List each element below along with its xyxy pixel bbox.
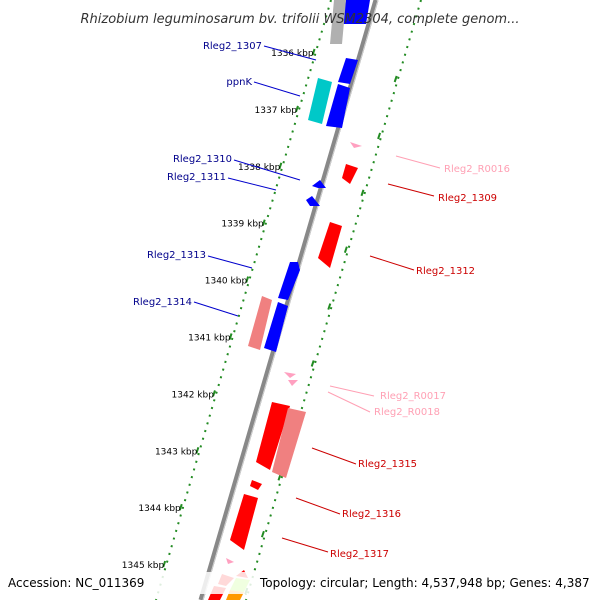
right-track-tick-mark [327,303,332,310]
gene-label-rleg2-1316[interactable]: Rleg2_1316 [342,509,401,520]
kbp-tick-mark [278,162,283,170]
accession-text: Accession: NC_011369 [8,576,144,590]
kbp-tick-mark [245,276,250,283]
topology-text: Topology: circular; Length: 4,537,948 bp… [259,576,590,590]
gene-rleg2-1314[interactable] [264,302,288,352]
right-dotted-track [245,0,422,600]
footer-backdrop [0,572,600,594]
right-track-tick-mark [360,189,365,197]
kbp-tick-label: 1345 kbp [122,561,165,571]
gene-label-rleg2-1315[interactable]: Rleg2_1315 [358,459,417,470]
kbp-tick-label: 1343 kbp [155,447,198,457]
gene-rleg2-r0018[interactable] [288,380,298,386]
reverse-strand-genes [208,142,362,600]
gene-label-rleg2-1310[interactable]: Rleg2_1310 [173,154,232,165]
gene-label-rleg2-1314[interactable]: Rleg2_1314 [133,297,192,308]
leader-lines [193,45,441,553]
gene-ppnk[interactable] [326,84,350,128]
gene-ppnk-upper[interactable] [338,58,358,84]
gene-rleg2-1309[interactable] [342,164,358,184]
kbp-tick-label: 1344 kbp [138,504,181,514]
gene-label-rleg2-1307[interactable]: Rleg2_1307 [203,41,262,52]
gene-rleg2-1317[interactable] [230,494,258,550]
gene-rleg2-1315b[interactable] [272,408,306,478]
kbp-tick-label: 1342 kbp [172,390,215,400]
kbp-tick-mark [212,390,216,397]
gene-rleg2-1312[interactable] [318,222,342,268]
kbp-tick-mark [178,503,183,511]
gene-label-rleg2-r0016[interactable]: Rleg2_R0016 [444,164,510,175]
gene-label-rleg2-r0018[interactable]: Rleg2_R0018 [374,407,440,418]
gene-small-rna[interactable] [226,558,234,564]
gene-rleg2-r0016[interactable] [350,142,362,148]
gene-rleg2-1313[interactable] [278,262,300,300]
kbp-tick-label: 1341 kbp [188,334,231,344]
kbp-tick-mark [195,446,200,454]
kbp-tick-mark [311,48,316,56]
gene-label-rleg2-1312[interactable]: Rleg2_1312 [416,266,475,277]
gene-label-rleg2-1317[interactable]: Rleg2_1317 [330,549,389,560]
left-gene-labels: Rleg2_1307 ppnK Rleg2_1310 Rleg2_1311 Rl… [133,41,262,308]
right-track-tick-mark [393,75,398,83]
kbp-tick-mark [294,105,299,113]
kbp-tick-label: 1340 kbp [205,277,248,287]
right-track-tick-mark [260,530,265,538]
gene-label-rleg2-r0017[interactable]: Rleg2_R0017 [380,391,446,402]
gene-label-rleg2-1311[interactable]: Rleg2_1311 [167,172,226,183]
kbp-tick-label: 1337 kbp [255,106,298,116]
left-dotted-track [155,0,332,600]
genome-backbone-highlight [202,0,379,600]
kbp-tick-label: 1339 kbp [221,220,264,230]
gene-rleg2-1316[interactable] [250,480,262,490]
gene-rna-cyan[interactable] [308,78,332,124]
gene-rleg2-r0017[interactable] [284,372,296,378]
right-track-tick-mark [310,360,315,367]
kbp-tick-mark [261,219,266,227]
gene-rleg2-1307-grey [330,0,346,44]
right-track-tick-mark [377,132,382,140]
gene-label-rleg2-1313[interactable]: Rleg2_1313 [147,250,206,261]
gene-label-rleg2-1309[interactable]: Rleg2_1309 [438,193,497,204]
right-track-tick-mark [343,246,348,254]
page-title: Rhizobium leguminosarum bv. trifolii WSM… [81,12,520,27]
forward-strand-genes [248,0,370,352]
gene-rleg2-1314-rna[interactable] [248,296,272,350]
gene-rleg2-1310[interactable] [312,180,326,188]
kbp-tick-mark [162,560,167,568]
kbp-tick-mark [228,333,233,340]
gene-label-ppnk[interactable]: ppnK [226,77,252,88]
gene-rleg2-1315[interactable] [256,402,290,470]
gene-rleg2-1307-top[interactable] [342,0,370,24]
right-gene-labels: Rleg2_R0016 Rleg2_1309 Rleg2_1312 Rleg2_… [330,164,510,560]
gene-rleg2-1311[interactable] [306,196,320,206]
